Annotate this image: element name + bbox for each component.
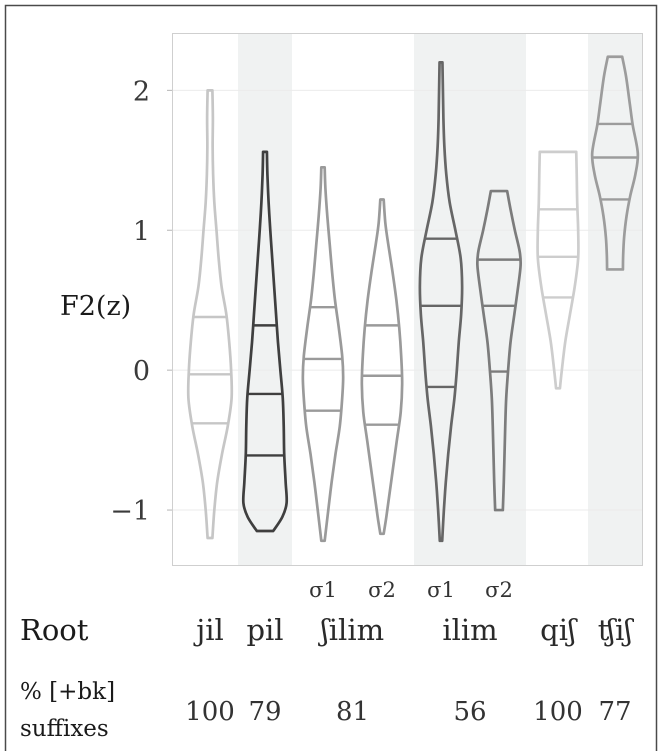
pct-bk-suffixes-value: 77 <box>598 697 631 727</box>
violin <box>186 89 234 540</box>
pct-bk-suffixes-value: 56 <box>453 697 486 727</box>
violin <box>360 198 404 536</box>
syllable-label: σ2 <box>485 578 513 602</box>
syllable-label: σ1 <box>427 578 455 602</box>
violin <box>301 165 345 543</box>
y-tick-label: 2 <box>133 76 150 107</box>
syllable-label: σ2 <box>368 578 396 602</box>
panel-border <box>172 33 643 566</box>
root-label: ilim <box>442 613 497 647</box>
y-axis-title: F2(z) <box>60 291 131 322</box>
violin <box>241 150 289 533</box>
root-label: ʧiʃ <box>598 613 635 647</box>
root-label: qiʃ <box>540 613 578 647</box>
violin <box>536 150 580 390</box>
root-row-label: Root <box>20 613 89 647</box>
y-tick-label: 0 <box>133 356 150 387</box>
violin <box>418 61 464 543</box>
figure-frame <box>4 4 658 751</box>
shaded-band <box>238 33 292 566</box>
suffix-row-label-line2: suffixes <box>20 716 109 742</box>
syllable-label: σ1 <box>309 578 337 602</box>
group-labels: jil 100 pil 79 σ1 σ2 ʃilim 81 σ1 σ2 ilim 56 qiʃ 100 ʧi… <box>185 578 634 727</box>
root-label: ʃilim <box>318 613 384 647</box>
shaded-band <box>588 33 642 566</box>
y-tick-label: 1 <box>133 216 150 247</box>
shaded-band <box>414 33 526 566</box>
pct-bk-suffixes-value: 81 <box>336 697 369 727</box>
violin <box>590 55 640 271</box>
y-axis-ticks: 2 1 0 −1 <box>110 76 172 527</box>
plot-panel <box>172 33 643 566</box>
pct-bk-suffixes-value: 79 <box>248 697 281 727</box>
pct-bk-suffixes-value: 100 <box>185 697 235 727</box>
root-label: jil <box>193 613 224 647</box>
violin <box>475 189 523 512</box>
suffix-row-label-line1: % [+bk] <box>20 679 115 705</box>
pct-bk-suffixes-value: 100 <box>533 697 583 727</box>
y-tick-label: −1 <box>110 496 150 527</box>
root-label: pil <box>246 613 283 647</box>
